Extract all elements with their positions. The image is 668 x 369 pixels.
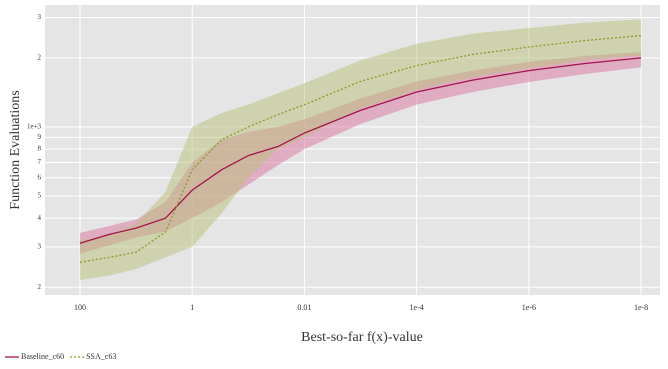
x-tick-label: 1 xyxy=(190,303,194,312)
x-tick-label: 1e-8 xyxy=(634,303,648,312)
y-tick-label: 2 xyxy=(38,283,42,291)
y-tick-label: 1e+3 xyxy=(27,123,42,131)
y-tick-label: 5 xyxy=(38,192,42,200)
y-tick-label: 6 xyxy=(38,173,42,181)
x-tick-label: 1e-6 xyxy=(522,303,536,312)
x-tick-label: 100 xyxy=(74,303,86,312)
legend-label: Baseline_c60 xyxy=(21,352,64,361)
y-tick-label: 3 xyxy=(38,13,42,21)
legend-label: SSA_c63 xyxy=(86,352,116,361)
y-tick-label: 8 xyxy=(38,145,42,153)
y-tick-label: 7 xyxy=(38,158,42,166)
series-line xyxy=(79,57,642,244)
confidence-band xyxy=(79,19,642,281)
y-tick-label: 3 xyxy=(38,242,42,250)
series-line xyxy=(79,34,642,263)
x-axis-label: Best-so-far f(x)-value xyxy=(301,330,423,345)
y-tick-label: 4 xyxy=(38,214,42,222)
y-tick-label: 2 xyxy=(38,53,42,61)
y-tick-label: 9 xyxy=(38,133,42,141)
x-tick-label: 0.01 xyxy=(297,303,311,312)
y-axis-label: Function Evaluations xyxy=(8,90,23,209)
x-tick-label: 1e-4 xyxy=(410,303,424,312)
